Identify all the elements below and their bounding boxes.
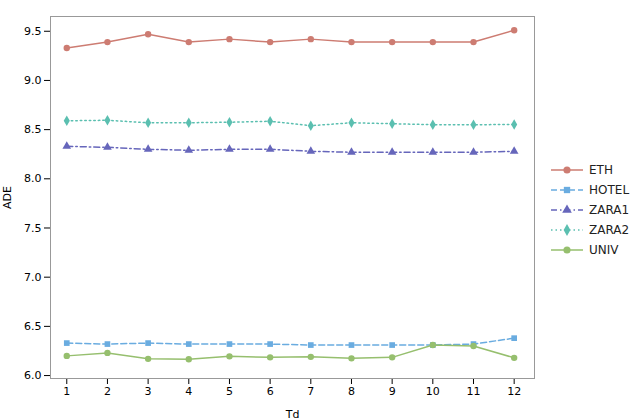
html-text:ETH: ETH — [589, 163, 613, 177]
svg-text:ADE: ADE — [1, 186, 14, 209]
svg-text:7.5: 7.5 — [24, 222, 42, 235]
svg-text:7: 7 — [307, 385, 314, 398]
svg-text:9.5: 9.5 — [24, 25, 42, 38]
svg-text:8.5: 8.5 — [24, 123, 42, 136]
svg-text:3: 3 — [145, 385, 152, 398]
svg-text:10: 10 — [426, 385, 440, 398]
svg-text:9: 9 — [389, 385, 396, 398]
html-text:UNIV: UNIV — [589, 243, 619, 257]
html-text:ZARA2: ZARA2 — [589, 223, 630, 237]
svg-text:6: 6 — [267, 385, 274, 398]
svg-text:9.0: 9.0 — [24, 74, 42, 87]
svg-text:12: 12 — [507, 385, 521, 398]
html-text:HOTEL: HOTEL — [589, 183, 630, 197]
svg-text:4: 4 — [185, 385, 192, 398]
svg-text:5: 5 — [226, 385, 233, 398]
svg-text:1: 1 — [63, 385, 70, 398]
svg-text:2: 2 — [104, 385, 111, 398]
svg-text:8.0: 8.0 — [24, 172, 42, 185]
svg-text:6.0: 6.0 — [24, 369, 42, 382]
svg-text:7.0: 7.0 — [24, 271, 42, 284]
html-text:ZARA1: ZARA1 — [589, 203, 630, 217]
svg-text:11: 11 — [466, 385, 480, 398]
svg-text:8: 8 — [348, 385, 355, 398]
svg-text:Td: Td — [285, 408, 300, 420]
svg-text:6.5: 6.5 — [24, 320, 42, 333]
